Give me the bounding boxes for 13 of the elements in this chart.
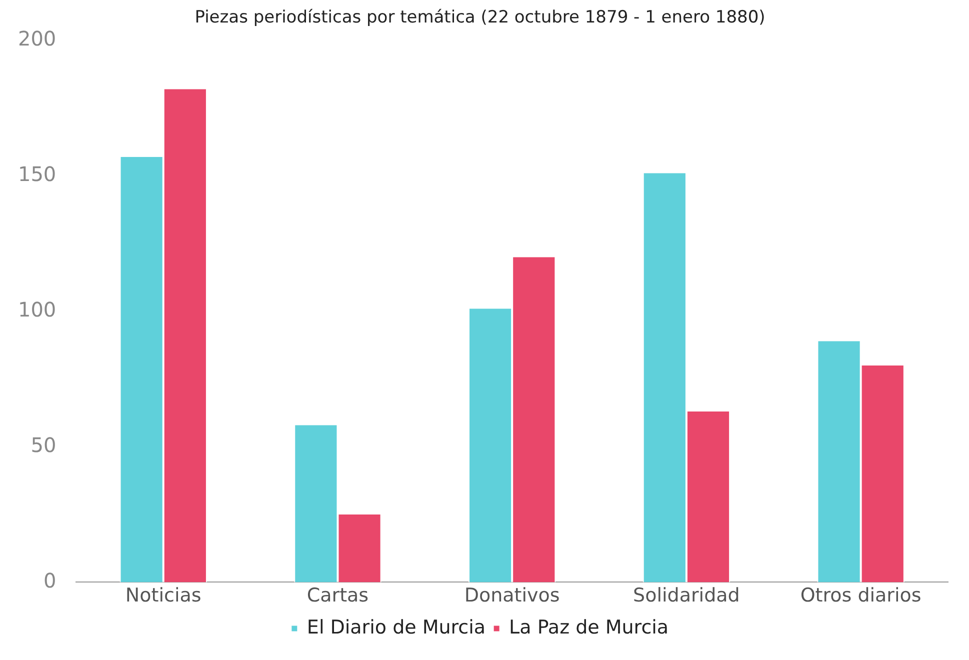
y-tick-label: 200 <box>18 26 56 51</box>
y-tick-label: 150 <box>18 162 56 186</box>
y-tick-label: 50 <box>30 432 56 457</box>
x-tick-label: Donativos <box>464 584 560 607</box>
chart-title: Piezas periodísticas por temática (22 octubre 1879 - 1 enero 1880) <box>194 8 766 28</box>
x-tick-label: Noticias <box>125 584 202 607</box>
x-tick-label: Cartas <box>306 584 369 607</box>
x-tick-label: Solidaridad <box>633 584 740 607</box>
legend-label: El Diario de Murcia <box>306 616 486 638</box>
legend-label: La Paz de Murcia <box>509 616 669 638</box>
x-tick-label: Otros diarios <box>800 584 922 607</box>
y-tick-label: 0 <box>43 568 56 592</box>
y-tick-label: 100 <box>18 298 56 322</box>
